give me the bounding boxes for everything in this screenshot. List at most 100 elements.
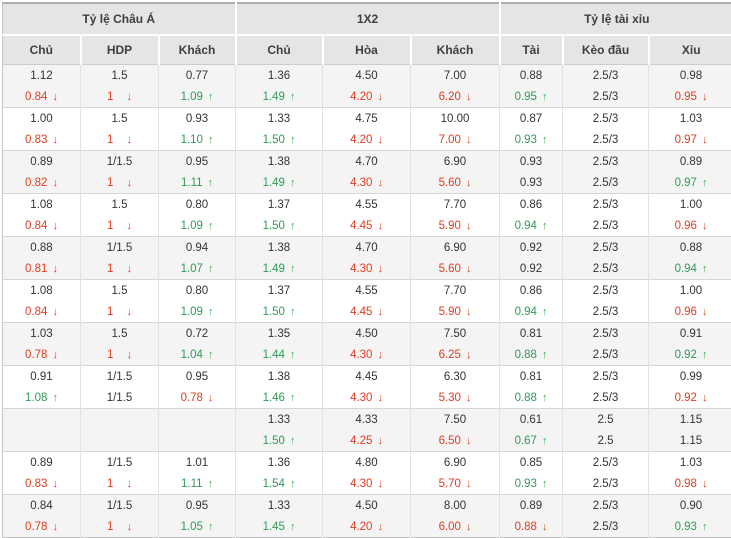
odds-value: 5.90 xyxy=(439,220,461,232)
trend-down-icon: ↓ xyxy=(52,263,58,275)
trend-down-icon: ↓ xyxy=(126,220,132,232)
cell-ou-under-open: 0.88 xyxy=(649,237,731,259)
cell-ou-under-open: 1.15 xyxy=(649,409,731,431)
cell-asian-home-open: 1.08 xyxy=(3,194,81,216)
cell-ou-under-open: 1.00 xyxy=(649,194,731,216)
odds-value: 0.95 xyxy=(515,91,537,103)
odds-value: 1 xyxy=(107,521,113,533)
cell-1x2-home-open: 1.38 xyxy=(236,151,323,173)
cell-asian-hdp-open: 1/1.5 xyxy=(81,237,159,259)
odds-value: 5.70 xyxy=(439,478,461,490)
col-header-asian-home: Chủ xyxy=(3,35,81,65)
cell-ou-line-live: 2.5/3 xyxy=(563,215,649,237)
column-header-row: Chủ HDP Khách Chủ Hòa Khách Tài Kèo đầu … xyxy=(3,35,731,65)
cell-asian-home-open: 1.12 xyxy=(3,65,81,87)
odds-value: 6.00 xyxy=(439,521,461,533)
cell-ou-under-open: 1.03 xyxy=(649,108,731,130)
trend-up-icon: ↑ xyxy=(208,349,214,361)
odds-value: 0.94 xyxy=(515,306,537,318)
cell-asian-home-live: 0.78↓ xyxy=(3,344,81,366)
cell-1x2-draw-live: 4.45↓ xyxy=(323,215,411,237)
cell-1x2-home-live: 1.50↑ xyxy=(236,430,323,452)
cell-ou-line-open: 2.5/3 xyxy=(563,237,649,259)
cell-asian-away-open: 1.01 xyxy=(159,452,236,474)
cell-1x2-draw-live: 4.30↓ xyxy=(323,473,411,495)
cell-ou-line-live: 2.5/3 xyxy=(563,387,649,409)
trend-down-icon: ↓ xyxy=(126,177,132,189)
odds-value: 1.04 xyxy=(181,349,203,361)
odds-value: 1.49 xyxy=(263,177,285,189)
trend-down-icon: ↓ xyxy=(52,478,58,490)
cell-ou-over-open: 0.61 xyxy=(500,409,563,431)
cell-1x2-away-live: 5.90 ↓ xyxy=(411,215,500,237)
cell-ou-under-open: 0.98 xyxy=(649,65,731,87)
cell-asian-hdp-open: 1.5 xyxy=(81,108,159,130)
trend-up-icon: ↑ xyxy=(702,349,708,361)
cell-1x2-home-open: 1.38 xyxy=(236,237,323,259)
group-header-1x2: 1X2 xyxy=(236,3,500,35)
cell-1x2-away-live: 5.60↓ xyxy=(411,172,500,194)
cell-1x2-away-live: 5.70↓ xyxy=(411,473,500,495)
trend-up-icon: ↑ xyxy=(290,134,296,146)
cell-asian-home-live: 0.83↓ xyxy=(3,473,81,495)
trend-down-icon: ↓ xyxy=(466,306,472,318)
cell-asian-home-open: 0.91 xyxy=(3,366,81,388)
cell-ou-over-open: 0.88 xyxy=(500,65,563,87)
odds-value: 0.92 xyxy=(520,263,542,275)
cell-asian-away-open: 0.93 xyxy=(159,108,236,130)
cell-1x2-home-live: 1.44↑ xyxy=(236,344,323,366)
odds-value: 1.05 xyxy=(181,521,203,533)
odds-value: 1.44 xyxy=(263,349,285,361)
group-header-over-under: Tỷ lệ tài xỉu xyxy=(500,3,731,35)
trend-up-icon: ↑ xyxy=(208,263,214,275)
cell-asian-home-open: 1.08 xyxy=(3,280,81,302)
col-header-1x2-home: Chủ xyxy=(236,35,323,65)
odds-value: 0.93 xyxy=(520,177,542,189)
cell-1x2-away-live: 7.00↓ xyxy=(411,129,500,151)
trend-down-icon: ↓ xyxy=(466,220,472,232)
odds-value: 5.60 xyxy=(439,177,461,189)
cell-1x2-away-live: 5.90↓ xyxy=(411,301,500,323)
odds-value: 4.30 xyxy=(350,263,372,275)
odds-value: 1/1.5 xyxy=(107,392,133,404)
cell-1x2-away-open: 6.90 xyxy=(411,151,500,173)
cell-ou-under-live: 0.93↑ xyxy=(649,516,731,538)
group-header-asian: Tỷ lệ Châu Á xyxy=(3,3,236,35)
odds-value: 0.94 xyxy=(675,263,697,275)
trend-up-icon: ↑ xyxy=(52,392,58,404)
cell-asian-hdp-live xyxy=(81,430,159,452)
odds-value: 4.20 xyxy=(350,521,372,533)
cell-asian-away-open: 0.80 xyxy=(159,194,236,216)
trend-down-icon: ↓ xyxy=(377,392,383,404)
cell-ou-line-open: 2.5/3 xyxy=(563,366,649,388)
odds-value: 0.93 xyxy=(675,521,697,533)
cell-ou-over-open: 0.81 xyxy=(500,323,563,345)
trend-down-icon: ↓ xyxy=(377,435,383,447)
cell-1x2-away-open: 7.50 xyxy=(411,323,500,345)
cell-ou-line-live: 2.5/3 xyxy=(563,473,649,495)
cell-ou-over-open: 0.86 xyxy=(500,194,563,216)
odds-value: 0.84 xyxy=(25,306,47,318)
odds-value: 1.09 xyxy=(181,306,203,318)
trend-down-icon: ↓ xyxy=(377,91,383,103)
odds-value: 0.88 xyxy=(515,392,537,404)
odds-value: 0.83 xyxy=(25,134,47,146)
col-header-asian-hdp: HDP xyxy=(81,35,159,65)
cell-asian-hdp-live: 1↓ xyxy=(81,172,159,194)
cell-asian-away-live: 1.11↑ xyxy=(159,473,236,495)
cell-1x2-home-live: 1.46↑ xyxy=(236,387,323,409)
trend-up-icon: ↑ xyxy=(208,521,214,533)
trend-down-icon: ↓ xyxy=(208,392,214,404)
trend-down-icon: ↓ xyxy=(702,392,708,404)
cell-ou-line-open: 2.5/3 xyxy=(563,452,649,474)
cell-asian-away-open: 0.80 xyxy=(159,280,236,302)
cell-asian-home-live: 0.84↓ xyxy=(3,215,81,237)
trend-up-icon: ↑ xyxy=(290,392,296,404)
cell-ou-line-open: 2.5/3 xyxy=(563,108,649,130)
